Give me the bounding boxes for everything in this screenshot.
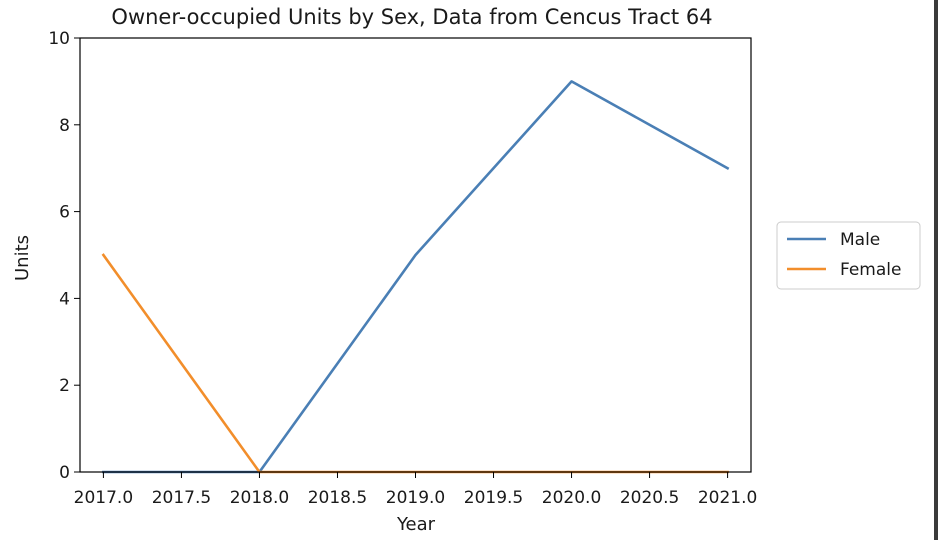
y-axis-label: Units [12, 235, 33, 281]
y-tick-label: 6 [59, 203, 70, 223]
x-tick-label: 2017.0 [74, 488, 133, 508]
legend-label-female: Female [840, 260, 901, 280]
x-tick-label: 2017.5 [152, 488, 211, 508]
series-layer [101, 80, 730, 474]
x-tick-label: 2020.0 [542, 488, 601, 508]
x-tick-label: 2021.0 [698, 488, 757, 508]
series-line-female [101, 253, 729, 474]
legend: Male Female [776, 221, 921, 290]
x-tick-label: 2018.0 [230, 488, 289, 508]
y-tick-label: 8 [59, 116, 70, 136]
y-tick-label: 2 [59, 376, 70, 396]
plot-area-frame [79, 37, 752, 473]
chart-title: Owner-occupied Units by Sex, Data from C… [111, 5, 712, 29]
x-tick-label: 2019.0 [386, 488, 445, 508]
y-tick-label: 4 [59, 289, 70, 309]
tick-layer: 2017.0 2017.5 2018.0 2018.5 2019.0 2019.5 2020… [48, 29, 757, 508]
y-tick-label: 0 [59, 463, 70, 483]
y-tick-label: 10 [48, 29, 70, 49]
legend-label-male: Male [840, 230, 880, 250]
window-edge [934, 0, 938, 540]
x-tick-label: 2019.5 [464, 488, 523, 508]
x-axis-label: Year [396, 514, 436, 535]
x-tick-label: 2018.5 [308, 488, 367, 508]
x-tick-label: 2020.5 [620, 488, 679, 508]
series-line-male [102, 80, 730, 474]
